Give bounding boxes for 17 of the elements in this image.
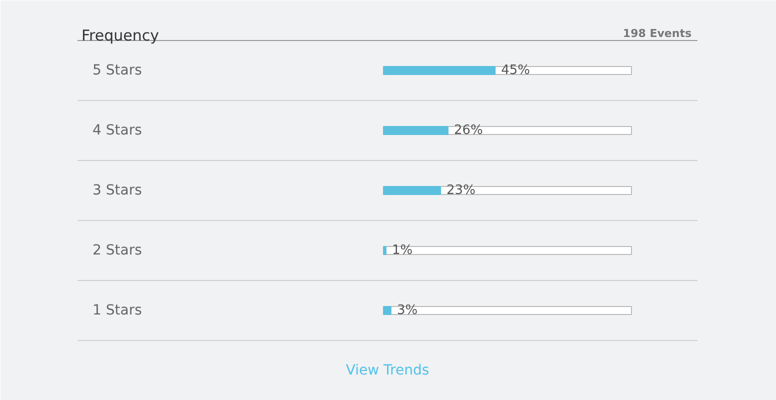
- y-tick-label: 2 Stars: [92, 242, 142, 258]
- y-tick-label: 5 Stars: [92, 62, 142, 78]
- y-tick-label: 1 Stars: [92, 302, 142, 318]
- bar: [383, 306, 392, 315]
- text: 198 Events: [622, 27, 692, 40]
- text: Frequency: [82, 26, 160, 44]
- data-label: 1%: [392, 243, 413, 258]
- text: View Trends: [346, 362, 430, 378]
- bar: [383, 246, 386, 255]
- y-tick-label: 4 Stars: [92, 122, 142, 138]
- bar: [383, 186, 442, 195]
- bar: [383, 126, 448, 135]
- data-label: 23%: [446, 183, 476, 198]
- data-label: 45%: [501, 63, 530, 78]
- y-tick-label: 3 Stars: [92, 182, 142, 198]
- data-label: 26%: [454, 123, 483, 138]
- data-label: 3%: [396, 303, 418, 318]
